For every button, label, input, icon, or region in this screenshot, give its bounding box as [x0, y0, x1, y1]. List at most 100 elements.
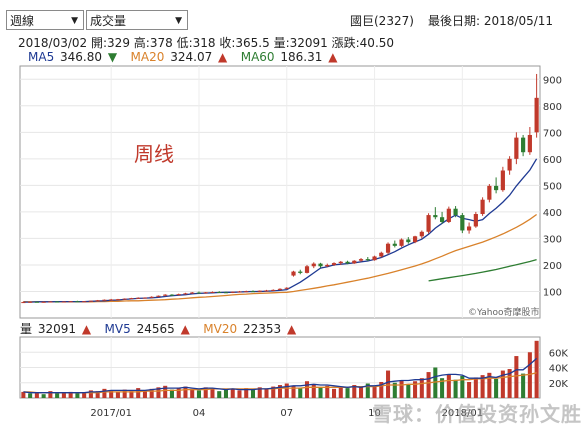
candle-body: [480, 199, 485, 215]
candle-body: [514, 137, 519, 159]
candle-body: [190, 292, 195, 294]
volume-bar: [271, 386, 276, 398]
volume-bar: [277, 385, 283, 398]
ma20-line: [23, 213, 537, 303]
candle-body: [460, 215, 465, 231]
mv5-line: [23, 357, 538, 394]
candle-body: [426, 215, 431, 232]
ma20-label: MA20: [130, 50, 165, 64]
x-tick-label: 07: [280, 408, 293, 419]
volume-bar: [156, 387, 161, 398]
candle-body: [109, 299, 114, 301]
price-tick-label: 300: [543, 234, 562, 245]
arrow-up-icon: ▲: [328, 50, 338, 64]
ma-legend: MA5 346.80 ▼ MA20 324.07 ▲ MA60 186.31 ▲: [28, 50, 339, 64]
candle-body: [379, 252, 384, 257]
period-select[interactable]: 週線 ▼: [6, 10, 84, 30]
candle-body: [68, 301, 73, 303]
mv20-label: MV20: [203, 322, 238, 336]
candle-body: [473, 214, 478, 227]
volume-bar: [304, 381, 310, 398]
x-tick-label: 2018/01: [442, 408, 484, 419]
candle-body: [372, 256, 377, 261]
indicator-select[interactable]: 成交量 ▼: [86, 10, 188, 30]
period-select-value: 週線: [10, 14, 35, 28]
chevron-down-icon: ▼: [175, 16, 182, 26]
volume-bar: [244, 388, 249, 398]
candle-body: [129, 298, 134, 300]
volume-bar: [291, 385, 296, 398]
volume-label: 量: [20, 322, 33, 336]
candle-body: [494, 185, 499, 191]
candle-body: [244, 291, 249, 293]
price-panel-frame: [19, 65, 541, 319]
indicator-select-value: 成交量: [90, 14, 127, 28]
volume-bar: [487, 372, 492, 398]
volume-bar: [163, 385, 168, 398]
candle-body: [527, 134, 532, 153]
candle-body: [264, 290, 269, 292]
ohlc-volume: 量:32091: [273, 36, 328, 50]
volume-bar: [176, 388, 181, 398]
mv20-line: [23, 372, 537, 394]
arrow-up-icon: ▲: [81, 322, 92, 336]
volume-bar: [149, 388, 154, 398]
ohlc-open: 開:329: [91, 36, 130, 50]
volume-tick-label: 40K: [549, 364, 569, 375]
candle-body: [210, 292, 215, 294]
volume-bar: [500, 370, 505, 398]
volume-bar: [217, 391, 222, 398]
volume-bar: [332, 388, 337, 398]
volume-bar: [284, 383, 289, 398]
volume-bar: [196, 390, 201, 398]
volume-bar: [433, 367, 438, 398]
volume-bar: [68, 391, 73, 398]
candle-body: [88, 300, 94, 302]
volume-bar: [352, 385, 357, 398]
volume-bar: [61, 392, 66, 398]
candle-body: [345, 261, 350, 264]
volume-bar: [55, 393, 60, 398]
volume-bar: [311, 384, 316, 398]
candle-body: [217, 292, 222, 294]
candle-body: [419, 231, 424, 237]
candle-body: [453, 208, 458, 216]
candle-body: [75, 301, 80, 303]
volume-bar: [210, 388, 215, 398]
candle-body: [237, 291, 242, 293]
candle-body: [223, 292, 229, 294]
volume-bar: [264, 388, 269, 398]
volume-bar: [413, 381, 418, 398]
chevron-down-icon: ▼: [71, 16, 78, 26]
ohlc-low: 低:318: [176, 36, 216, 50]
volume-bar: [28, 393, 33, 398]
candle-body: [163, 294, 168, 296]
volume-bar: [257, 387, 262, 398]
volume-bar: [527, 352, 532, 398]
price-tick-label: 100: [543, 287, 562, 298]
volume-bar: [426, 372, 431, 398]
arrow-up-icon: ▲: [180, 322, 190, 336]
volume-bar: [95, 391, 100, 398]
candle-body: [500, 170, 505, 191]
watermark: 雪球：价值投资孙文胜: [372, 402, 582, 426]
candle-body: [487, 185, 492, 200]
candle-body: [21, 302, 26, 304]
volume-bar: [190, 388, 195, 398]
ma60-label: MA60: [240, 50, 275, 64]
mv5-label: MV5: [104, 322, 131, 336]
candle-body: [61, 301, 66, 303]
x-tick-label: 10: [368, 408, 381, 419]
ma5-value: 346.80: [60, 50, 103, 64]
volume-bar: [325, 385, 330, 398]
ma5-label: MA5: [28, 50, 55, 64]
volume-bar: [203, 387, 208, 398]
volume-bar: [372, 385, 377, 398]
candle-body: [298, 271, 303, 273]
candle-body: [507, 158, 512, 171]
candle-body: [521, 137, 526, 153]
volume-bar: [467, 381, 472, 398]
candle-body: [291, 271, 296, 276]
arrow-up-icon: ▲: [286, 322, 297, 336]
